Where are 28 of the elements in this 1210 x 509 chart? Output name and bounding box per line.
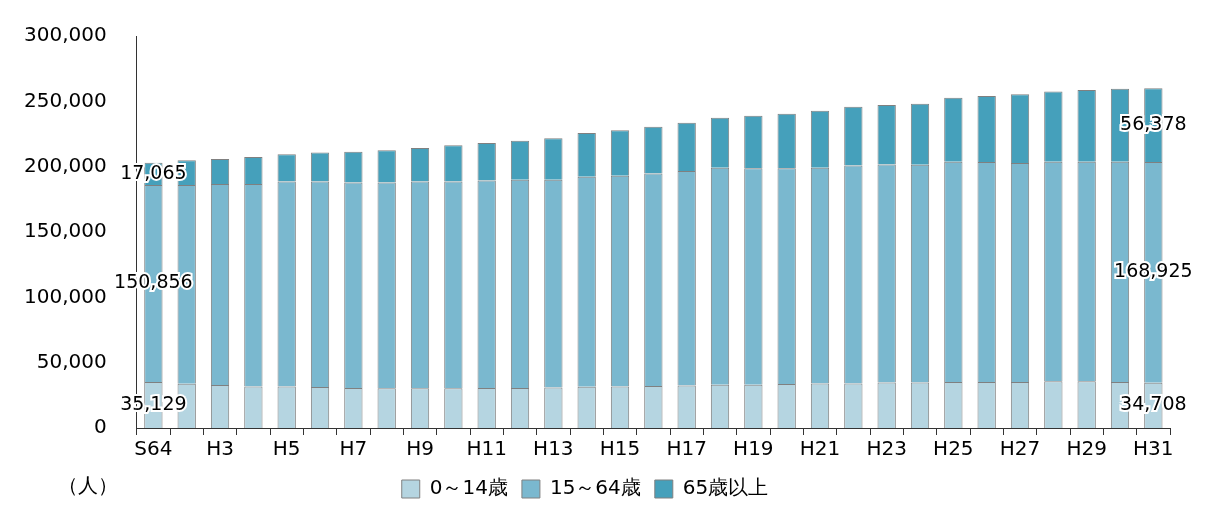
x-tick-label: H13	[533, 436, 574, 461]
x-tick-label: H21	[799, 436, 841, 461]
x-tick-label: H19	[733, 436, 774, 461]
y-tick-label: 250,000	[23, 87, 107, 112]
y-tick-label: 150,000	[23, 218, 107, 243]
x-tick-label: H31	[1133, 436, 1174, 461]
legend-label: 15～64歳	[549, 475, 641, 500]
x-tick-label: H7	[339, 436, 368, 461]
x-tick-label: H9	[406, 436, 434, 461]
x-tick-label: H25	[933, 436, 974, 461]
legend-label: 65歳以上	[682, 475, 769, 500]
y-tick-label: 100,000	[23, 283, 107, 308]
x-tick-label: S64	[134, 436, 173, 461]
x-tick-label: H15	[599, 436, 641, 461]
x-tick-label: H29	[1066, 436, 1107, 461]
y-axis-title: （人）	[58, 473, 118, 498]
x-tick-label: H5	[272, 436, 301, 461]
y-tick-label: 0	[93, 414, 107, 439]
x-tick-label: H3	[206, 436, 234, 461]
x-tick-label: H11	[466, 436, 507, 461]
x-tick-label: H17	[666, 436, 707, 461]
legend-label: 0～14歳	[429, 475, 508, 500]
y-tick-label: 50,000	[36, 348, 107, 373]
x-tick-label: H23	[866, 436, 907, 461]
data-label: 34,708	[1120, 392, 1187, 415]
y-tick-label: 300,000	[23, 22, 107, 47]
y-tick-label: 200,000	[23, 152, 107, 177]
x-tick-label: H27	[999, 436, 1041, 461]
